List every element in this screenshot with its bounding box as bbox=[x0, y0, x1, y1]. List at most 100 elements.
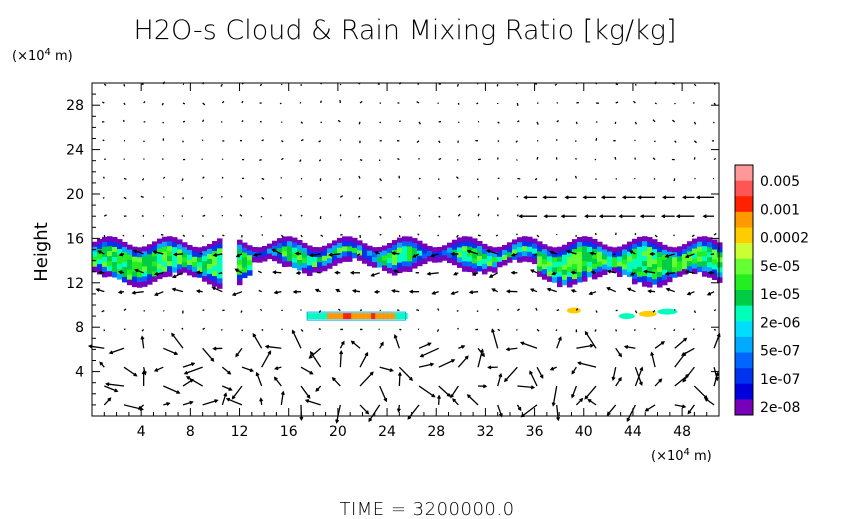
cloud-cell bbox=[287, 256, 293, 262]
wind-vector-head bbox=[707, 270, 713, 275]
wind-vector bbox=[140, 195, 144, 198]
wind-vector-head bbox=[571, 394, 575, 399]
cloud-cell bbox=[192, 266, 198, 273]
cloud-cell bbox=[357, 245, 363, 251]
rain-cell bbox=[339, 313, 344, 320]
cloud-cell bbox=[467, 261, 473, 268]
cloud-cell bbox=[272, 245, 278, 252]
wind-vector-head bbox=[291, 329, 296, 334]
cloud-cell bbox=[532, 243, 538, 250]
wind-vector bbox=[713, 309, 717, 312]
cloud-cell bbox=[382, 260, 388, 267]
cloud-cell bbox=[577, 237, 583, 243]
cloud-cell bbox=[462, 256, 468, 262]
cloud-cell bbox=[657, 257, 663, 263]
colorbar-swatch bbox=[735, 352, 753, 369]
wind-vector-head bbox=[542, 195, 547, 200]
colorbar-swatch bbox=[735, 383, 753, 400]
cloud-cell bbox=[417, 250, 423, 257]
cloud-cell bbox=[202, 251, 208, 257]
cloud-cell bbox=[277, 243, 283, 249]
cloud-cell bbox=[607, 261, 613, 268]
cloud-cell bbox=[662, 274, 668, 281]
wind-vector-head bbox=[436, 394, 442, 399]
x-tick-label: 4 bbox=[137, 424, 146, 440]
wind-vector-head bbox=[579, 397, 584, 402]
cloud-cell bbox=[367, 260, 373, 267]
cloud-cell bbox=[207, 253, 213, 260]
cloud-cell bbox=[102, 271, 108, 278]
cloud-cell bbox=[217, 273, 223, 279]
cloud-cell bbox=[662, 259, 668, 266]
wind-vector-head bbox=[114, 388, 119, 393]
cloud-cell bbox=[557, 256, 563, 263]
wind-vector bbox=[416, 101, 420, 104]
wind-vector bbox=[713, 157, 717, 161]
cloud-cell bbox=[597, 241, 603, 248]
cloud-cell bbox=[677, 246, 683, 252]
wind-vector bbox=[379, 366, 393, 372]
wind-vector-head bbox=[681, 404, 687, 409]
cloud-cell bbox=[412, 258, 418, 264]
wind-vector-head bbox=[223, 392, 228, 397]
wind-vector bbox=[398, 366, 413, 381]
wind-vector-head bbox=[519, 341, 525, 346]
cloud-cell bbox=[647, 262, 653, 268]
wind-vector-head bbox=[487, 365, 492, 370]
wind-vector bbox=[515, 328, 518, 331]
wind-vector bbox=[123, 196, 127, 200]
x-tick-label: 32 bbox=[476, 424, 494, 440]
cloud-cell bbox=[617, 266, 623, 273]
cloud-cell bbox=[137, 282, 143, 288]
cloud-cell bbox=[127, 279, 133, 286]
wind-vector bbox=[181, 327, 184, 330]
wind-vector-head bbox=[450, 394, 454, 399]
cloud-cell bbox=[237, 274, 243, 281]
wind-vector-head bbox=[142, 371, 147, 376]
wind-vector bbox=[300, 328, 304, 332]
cloud-cell bbox=[542, 244, 548, 250]
wind-vector bbox=[266, 345, 282, 349]
wind-vector bbox=[281, 157, 284, 161]
cloud-cell bbox=[497, 246, 503, 253]
wind-vector bbox=[693, 83, 697, 87]
wind-vector-head bbox=[543, 214, 548, 219]
cloud-cell bbox=[587, 251, 593, 258]
cloud-cell bbox=[302, 257, 308, 264]
wind-vector bbox=[547, 288, 557, 293]
wind-vector bbox=[438, 157, 442, 161]
wind-vector bbox=[506, 347, 518, 351]
colorbar-swatch bbox=[735, 399, 753, 416]
wind-vector-head bbox=[166, 401, 171, 406]
cloud-cell bbox=[212, 241, 218, 247]
cloud-cell bbox=[287, 261, 293, 267]
cloud-cell bbox=[637, 256, 643, 263]
wind-vector-head bbox=[621, 195, 627, 200]
wind-vector bbox=[212, 286, 223, 293]
wind-vector bbox=[634, 310, 638, 314]
cloud-cell bbox=[317, 262, 323, 268]
wind-vector-head bbox=[551, 271, 556, 276]
wind-vector-head bbox=[308, 354, 313, 359]
wind-vector bbox=[279, 102, 282, 105]
wind-vector bbox=[221, 393, 227, 406]
cloud-cell bbox=[437, 256, 443, 263]
cloud-cell bbox=[702, 241, 708, 247]
cloud-cell bbox=[202, 266, 208, 272]
cloud-cell bbox=[307, 270, 313, 276]
cloud-cell bbox=[642, 236, 648, 242]
wind-vector-head bbox=[582, 195, 587, 200]
cloud-cell bbox=[567, 251, 573, 258]
cloud-cell bbox=[307, 265, 313, 271]
wind-vector-head bbox=[479, 348, 484, 353]
rain-cell bbox=[387, 313, 392, 320]
cloud-cell bbox=[257, 252, 263, 258]
cloud-cell bbox=[157, 248, 163, 255]
wind-vector-head bbox=[660, 341, 666, 345]
cloud-cell bbox=[387, 252, 393, 259]
cloud-cell bbox=[102, 261, 108, 268]
wind-vector-head bbox=[234, 268, 239, 273]
wind-vector bbox=[261, 328, 264, 331]
wind-vector bbox=[654, 234, 658, 238]
cloud-cell bbox=[157, 273, 163, 280]
